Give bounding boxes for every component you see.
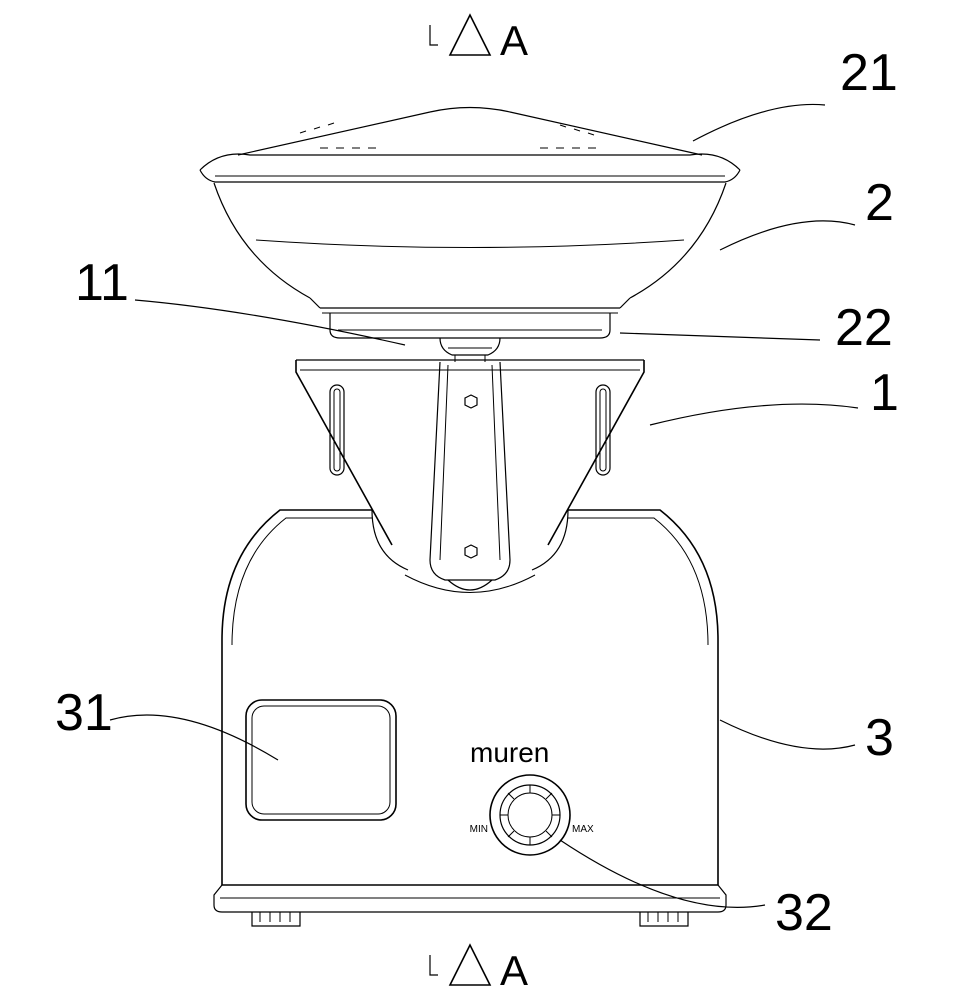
brand-text: muren xyxy=(470,737,549,768)
label-11: 11 xyxy=(75,254,129,312)
section-letter-top: A xyxy=(500,17,528,64)
jar-opening xyxy=(440,338,500,362)
label-31: 31 xyxy=(55,684,113,742)
label-21: 21 xyxy=(840,44,898,102)
foot-right xyxy=(640,912,688,926)
label-1: 1 xyxy=(870,364,899,422)
mixing-jar xyxy=(296,338,644,590)
diagram-canvas: A A xyxy=(0,0,954,1000)
dial-max-label: MAX xyxy=(572,824,594,835)
section-letter-bottom: A xyxy=(500,947,528,994)
control-dial: MIN MAX xyxy=(470,775,594,855)
dial-min-label: MIN xyxy=(470,824,488,835)
label-2: 2 xyxy=(865,174,894,232)
label-texts: 21 2 22 1 3 32 31 11 xyxy=(55,44,899,942)
steamer-bowl xyxy=(214,183,726,313)
label-22: 22 xyxy=(835,299,893,357)
section-marker-bottom: A xyxy=(430,945,528,994)
label-32: 32 xyxy=(775,884,833,942)
jar-handle xyxy=(430,362,510,590)
bowl-base-ring xyxy=(330,313,610,338)
display-screen xyxy=(246,700,396,820)
base-unit: muren MIN MAX xyxy=(214,510,726,926)
section-marker-top: A xyxy=(430,15,528,64)
label-3: 3 xyxy=(865,709,894,767)
foot-left xyxy=(252,912,300,926)
steamer-lid xyxy=(200,108,740,183)
